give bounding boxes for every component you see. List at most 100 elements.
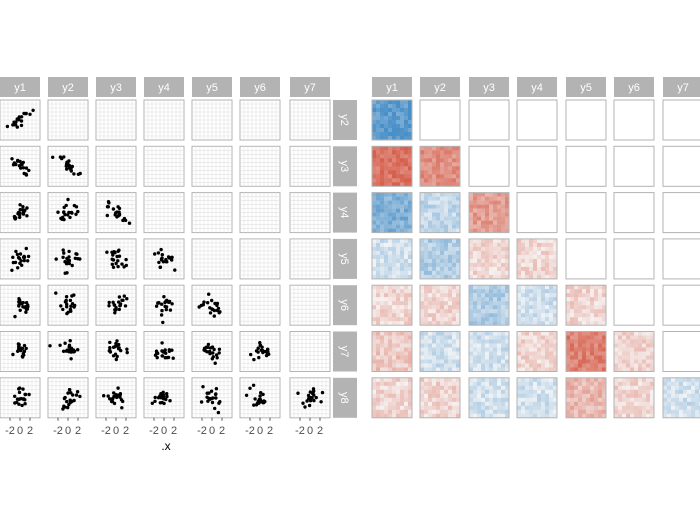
data-point: [20, 403, 24, 408]
tile-cell: [376, 178, 381, 183]
tile-cell: [432, 250, 437, 256]
tile-cell: [440, 158, 445, 163]
tile-cell: [436, 347, 441, 352]
tile-cell: [671, 393, 676, 398]
tile-cell: [432, 347, 437, 352]
tile-cell: [517, 313, 522, 318]
data-point: [10, 268, 14, 272]
tile-cell: [549, 367, 554, 372]
tile-cell: [376, 266, 381, 272]
tile-cell: [400, 285, 405, 290]
tile-cell: [428, 262, 433, 268]
tile-cell: [396, 116, 401, 121]
data-point: [117, 295, 122, 299]
tile-cell: [408, 158, 413, 163]
tile-cell: [533, 359, 538, 364]
tile-cell: [444, 367, 449, 372]
data-point: [22, 350, 26, 354]
tile-cell: [566, 381, 571, 386]
tile-cell: [638, 331, 643, 336]
correlation-tile-matrix: y1 y2 y3 y4 y5 y6 y7: [371, 77, 700, 419]
tile-cell: [408, 254, 413, 260]
tile-cell: [517, 393, 522, 398]
tile-cell: [420, 321, 425, 326]
tile-cell: [473, 385, 478, 390]
tile-cell: [598, 343, 603, 348]
tile-cell: [420, 262, 425, 268]
tile-cell: [533, 363, 538, 368]
tile-cell: [634, 343, 639, 348]
tile-cell: [493, 393, 498, 398]
tile-cell: [388, 212, 393, 217]
tile-cell: [384, 224, 389, 229]
tile-cell: [545, 313, 550, 318]
tile-cell: [436, 274, 441, 280]
tile-cell: [424, 293, 429, 298]
x-tick-label: 2: [317, 425, 323, 437]
tile-cell: [489, 401, 494, 406]
tile-cell: [388, 285, 393, 290]
tile-cell: [400, 305, 405, 310]
tile-cell: [428, 250, 433, 256]
tile-cell: [683, 377, 688, 382]
data-point: [210, 298, 214, 303]
tile-cell: [420, 293, 425, 298]
correlation-tile: [516, 377, 558, 419]
tile-cell: [630, 331, 635, 336]
tile-cell: [517, 351, 522, 356]
tile-cell: [436, 313, 441, 318]
tile-border: [468, 377, 510, 419]
tile-cell: [489, 192, 494, 197]
tile-cell: [452, 385, 457, 390]
tile-cell: [497, 385, 502, 390]
tile-cell: [477, 246, 482, 252]
tile-cell: [424, 393, 429, 398]
tile-cell: [452, 238, 457, 244]
tile-cell: [501, 250, 506, 256]
tile-cell: [452, 309, 457, 314]
tile-cell: [622, 413, 627, 418]
tile-cell: [432, 293, 437, 298]
tile-cell: [456, 381, 461, 386]
tile-cell: [400, 339, 405, 344]
tile-cell: [396, 136, 401, 141]
data-point: [122, 265, 126, 269]
data-point: [115, 344, 119, 348]
tile-cell: [432, 301, 437, 306]
tile-cell: [384, 254, 389, 260]
tile-cell: [537, 313, 542, 318]
tile-cell: [392, 301, 397, 306]
tile-cell: [436, 224, 441, 229]
tile-cell: [408, 270, 413, 276]
tile-cell: [452, 321, 457, 326]
tile-cell: [489, 285, 494, 290]
tile-cell: [634, 355, 639, 360]
empty-tile: [662, 192, 700, 234]
tile-cell: [691, 385, 696, 390]
tile-cell: [590, 359, 595, 364]
x-tick-label: 2: [123, 425, 129, 437]
data-point: [214, 353, 219, 357]
tile-cell: [671, 409, 676, 414]
tile-cell: [432, 305, 437, 310]
tile-cell: [388, 309, 393, 314]
tile-cell: [683, 405, 688, 410]
data-point: [61, 255, 65, 259]
tile-cell: [521, 413, 526, 418]
empty-tile: [662, 238, 700, 280]
tile-cell: [545, 413, 550, 418]
tile-cell: [440, 355, 445, 360]
tile-cell: [473, 347, 478, 352]
tile-cell: [650, 401, 655, 406]
tile-cell: [444, 297, 449, 302]
tile-cell: [452, 200, 457, 205]
tile-cell: [566, 339, 571, 344]
tile-cell: [400, 250, 405, 256]
tile-cell: [396, 347, 401, 352]
tile-cell: [456, 359, 461, 364]
tile-cell: [473, 274, 478, 280]
data-point: [62, 210, 66, 214]
tile-cell: [679, 405, 684, 410]
tile-cell: [404, 317, 409, 322]
tile-cell: [396, 355, 401, 360]
